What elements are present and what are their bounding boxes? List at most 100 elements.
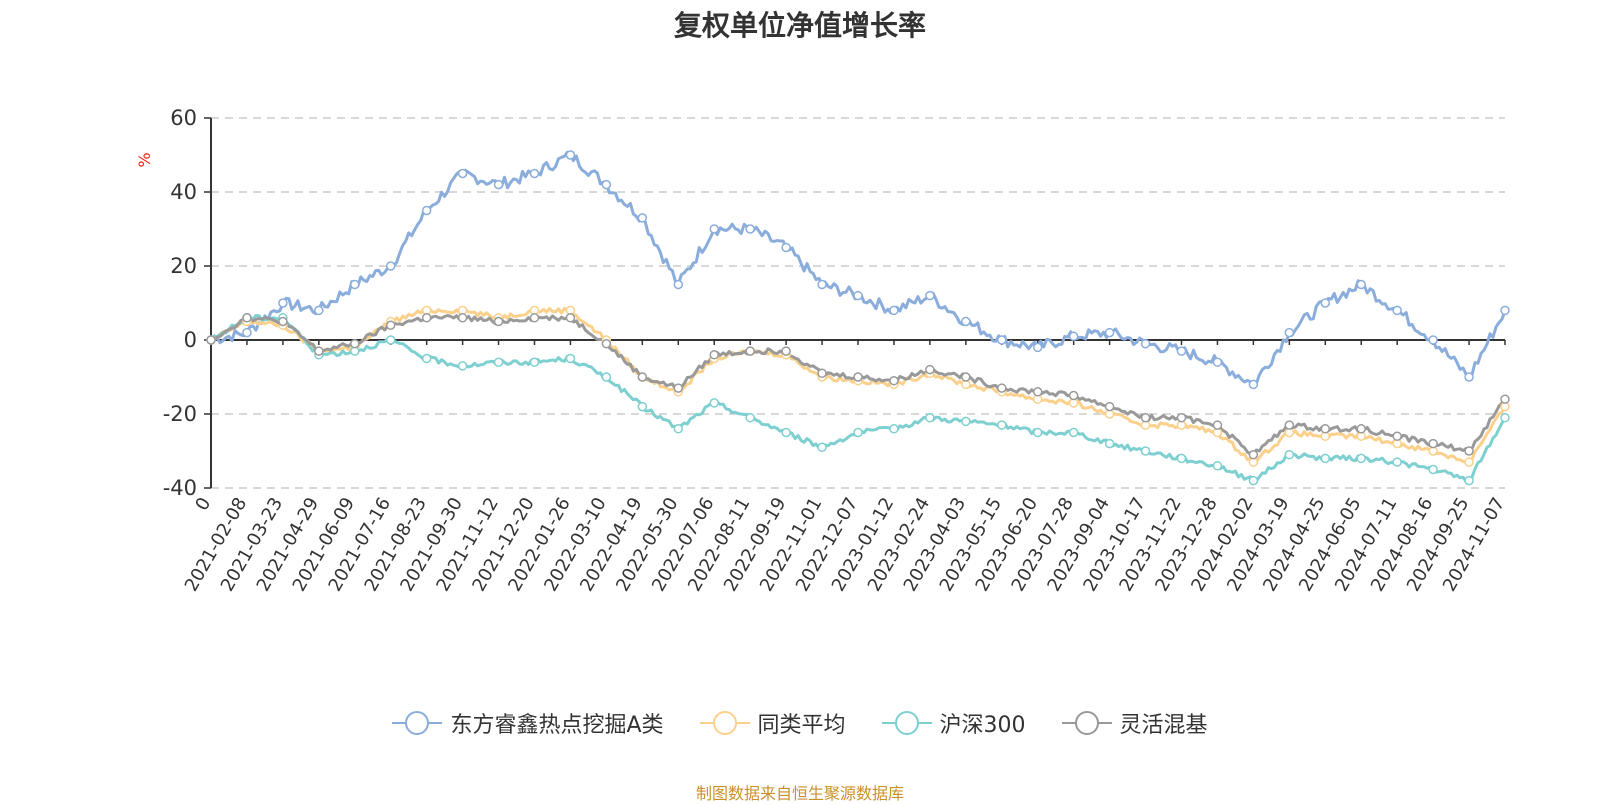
data-point bbox=[457, 168, 468, 179]
data-point bbox=[745, 346, 755, 356]
data-point bbox=[853, 427, 863, 438]
data-point bbox=[673, 383, 684, 393]
data-point bbox=[314, 305, 324, 316]
data-point bbox=[1140, 446, 1151, 456]
y-tick-label: -20 bbox=[163, 402, 197, 426]
legend-item[interactable]: 灵活混基 bbox=[1061, 707, 1208, 739]
data-point bbox=[1392, 431, 1402, 441]
data-point bbox=[781, 242, 791, 253]
legend-marker-icon bbox=[392, 711, 443, 735]
data-point bbox=[1104, 438, 1115, 449]
data-point bbox=[493, 357, 504, 367]
data-point bbox=[925, 412, 935, 423]
data-point bbox=[1320, 453, 1331, 464]
data-point bbox=[1428, 438, 1438, 449]
legend-label: 同类平均 bbox=[757, 713, 846, 738]
data-point bbox=[1428, 464, 1438, 475]
legend-item[interactable]: 沪深300 bbox=[881, 707, 1026, 739]
y-tick-label: 40 bbox=[170, 180, 197, 204]
data-point bbox=[961, 416, 971, 427]
data-point bbox=[1104, 401, 1115, 412]
data-point bbox=[1392, 457, 1402, 467]
legend-label: 灵活混基 bbox=[1119, 713, 1208, 738]
data-point bbox=[1032, 387, 1043, 397]
y-tick-label: 20 bbox=[170, 254, 197, 278]
data-point bbox=[385, 261, 396, 271]
data-point bbox=[961, 316, 971, 327]
data-point bbox=[457, 361, 468, 371]
data-point bbox=[421, 353, 432, 364]
data-point bbox=[925, 364, 935, 375]
data-point bbox=[565, 353, 576, 364]
data-point bbox=[889, 424, 899, 434]
data-point bbox=[1068, 390, 1079, 401]
data-point bbox=[601, 338, 612, 349]
data-point bbox=[1464, 446, 1474, 456]
data-point bbox=[889, 305, 899, 316]
data-point bbox=[278, 298, 288, 308]
y-tick-label: 0 bbox=[184, 328, 197, 352]
data-point bbox=[601, 372, 612, 382]
data-point bbox=[817, 368, 827, 379]
legend-marker-icon bbox=[1061, 711, 1112, 735]
data-point bbox=[1500, 412, 1510, 423]
data-point bbox=[1464, 372, 1474, 382]
data-point bbox=[529, 168, 540, 179]
data-point bbox=[1176, 412, 1187, 423]
data-point bbox=[709, 350, 719, 360]
data-point bbox=[1284, 449, 1295, 460]
data-point bbox=[1032, 427, 1043, 438]
data-point bbox=[637, 372, 648, 382]
legend-label: 沪深300 bbox=[939, 713, 1026, 738]
legend: 东方睿鑫热点挖掘A类 同类平均 沪深300 灵活混基 bbox=[0, 707, 1600, 739]
data-point bbox=[1176, 453, 1187, 464]
data-point bbox=[493, 179, 504, 190]
data-point bbox=[1464, 457, 1474, 467]
data-point bbox=[1356, 424, 1366, 434]
data-point bbox=[278, 316, 288, 327]
legend-item[interactable]: 同类平均 bbox=[699, 707, 846, 739]
data-point bbox=[242, 327, 252, 338]
data-point bbox=[1428, 335, 1438, 345]
data-point bbox=[1356, 279, 1366, 290]
data-point bbox=[709, 398, 719, 408]
data-point bbox=[1356, 453, 1366, 464]
data-point bbox=[1032, 342, 1043, 353]
legend-marker-icon bbox=[881, 711, 932, 735]
legend-label: 东方睿鑫热点挖掘A类 bbox=[450, 713, 664, 738]
data-point bbox=[781, 346, 791, 356]
data-point bbox=[1248, 475, 1259, 486]
data-point bbox=[1104, 327, 1115, 338]
series-line-0 bbox=[210, 150, 1507, 386]
data-point bbox=[529, 313, 540, 323]
data-point bbox=[1320, 424, 1331, 434]
data-point bbox=[1212, 420, 1223, 430]
data-point bbox=[421, 313, 432, 323]
data-point bbox=[1140, 338, 1151, 349]
data-point bbox=[1212, 461, 1223, 471]
data-point bbox=[673, 424, 684, 434]
legend-item[interactable]: 东方睿鑫热点挖掘A类 bbox=[392, 707, 664, 739]
data-point bbox=[314, 346, 324, 356]
data-point bbox=[745, 224, 755, 234]
data-point bbox=[637, 213, 648, 223]
data-point bbox=[1392, 305, 1402, 316]
data-point bbox=[709, 224, 719, 234]
data-point bbox=[1248, 449, 1259, 460]
legend-marker-icon bbox=[699, 711, 750, 735]
data-point bbox=[1284, 327, 1295, 338]
data-point bbox=[565, 150, 576, 160]
data-point bbox=[493, 316, 504, 327]
data-point bbox=[1176, 346, 1187, 356]
data-point bbox=[242, 313, 252, 323]
data-point bbox=[385, 320, 396, 330]
data-point bbox=[601, 179, 612, 190]
data-point bbox=[1284, 420, 1295, 430]
data-point bbox=[1500, 394, 1510, 404]
data-point bbox=[1068, 331, 1079, 342]
data-point bbox=[637, 401, 648, 412]
data-point bbox=[1464, 475, 1474, 486]
y-tick-label: -40 bbox=[163, 476, 197, 500]
data-point bbox=[853, 372, 863, 382]
